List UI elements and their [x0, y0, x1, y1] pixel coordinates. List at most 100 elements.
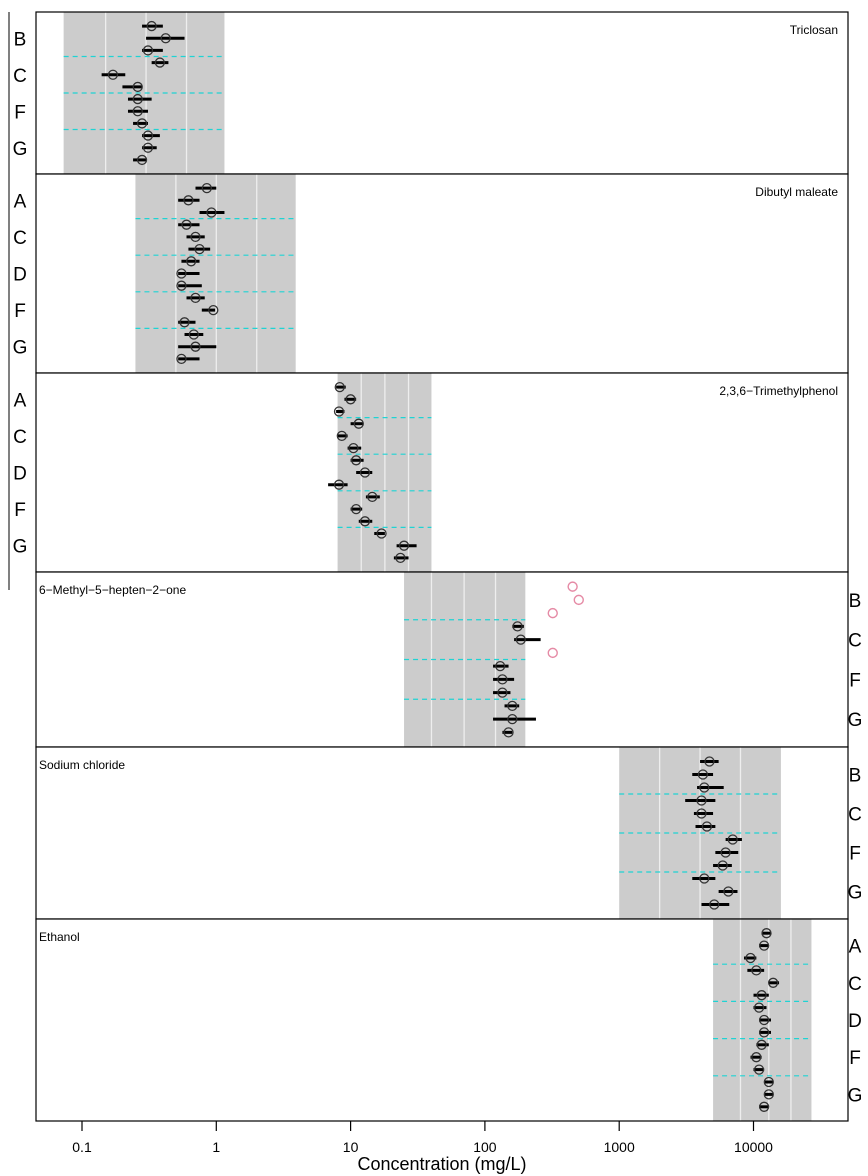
- panel-background: [36, 373, 848, 572]
- group-label: D: [848, 1011, 862, 1032]
- outlier-point: [547, 607, 558, 619]
- data-point: [183, 195, 194, 206]
- group-label: A: [14, 191, 27, 212]
- data-point: [359, 467, 371, 478]
- panel-title: Dibutyl maleate: [755, 185, 838, 199]
- data-point: [333, 406, 345, 417]
- group-label: C: [13, 427, 27, 448]
- group-label: G: [848, 883, 863, 904]
- data-point: [142, 130, 154, 141]
- group-label: C: [848, 974, 862, 995]
- group-label: F: [849, 670, 861, 691]
- data-point: [334, 381, 345, 393]
- data-point: [351, 455, 362, 466]
- x-axis-label: Concentration (mg/L): [357, 1154, 526, 1174]
- data-point: [758, 940, 770, 951]
- data-point: [717, 860, 728, 871]
- panel-title: Triclosan: [790, 23, 838, 37]
- panel-title: Sodium chloride: [39, 758, 125, 772]
- group-label: G: [13, 537, 28, 558]
- data-point: [179, 317, 190, 328]
- data-point: [507, 700, 518, 712]
- data-point: [756, 1039, 767, 1050]
- data-point: [190, 341, 201, 352]
- data-point: [699, 873, 710, 884]
- x-tick-label: 10: [343, 1139, 359, 1155]
- shaded-range: [135, 174, 296, 373]
- data-point: [507, 713, 518, 725]
- data-point: [515, 634, 526, 645]
- data-point: [194, 243, 205, 255]
- outlier-point: [567, 581, 578, 592]
- group-label: F: [14, 500, 26, 521]
- data-point: [503, 727, 514, 738]
- data-point: [376, 528, 387, 539]
- data-point: [758, 1101, 770, 1112]
- group-label: G: [848, 1085, 863, 1106]
- panel-title: Ethanol: [39, 930, 80, 944]
- data-point: [186, 256, 197, 267]
- x-tick-label: 10000: [734, 1139, 773, 1155]
- group-label: C: [13, 66, 27, 87]
- data-point: [704, 756, 715, 767]
- data-point: [745, 952, 756, 964]
- data-point: [132, 93, 143, 105]
- data-point: [701, 821, 713, 832]
- data-point: [146, 20, 157, 32]
- data-point: [348, 442, 359, 454]
- data-point: [697, 769, 709, 780]
- data-point: [497, 674, 508, 685]
- group-label: A: [849, 937, 862, 958]
- group-label: C: [848, 805, 862, 826]
- data-point: [333, 479, 345, 490]
- group-label: B: [849, 766, 862, 787]
- data-point: [723, 886, 734, 897]
- group-label: F: [849, 844, 861, 865]
- data-point: [753, 1064, 765, 1075]
- data-point: [395, 552, 406, 564]
- group-label: G: [13, 139, 28, 160]
- data-point: [160, 33, 171, 44]
- panel-title: 6−Methyl−5−hepten−2−one: [39, 583, 186, 597]
- group-label: G: [13, 338, 28, 359]
- data-point: [353, 418, 364, 429]
- data-point: [181, 219, 192, 230]
- data-point: [758, 1014, 770, 1026]
- data-point: [176, 353, 187, 365]
- data-point: [142, 142, 154, 153]
- group-label: F: [14, 102, 26, 123]
- data-point: [188, 329, 199, 340]
- panel-title: 2,3,6−Trimethylphenol: [719, 384, 838, 398]
- outlier-point: [547, 647, 558, 659]
- data-point: [359, 516, 371, 527]
- data-point: [699, 782, 710, 793]
- data-point: [208, 304, 219, 316]
- data-point: [154, 57, 166, 68]
- group-label: F: [14, 301, 26, 322]
- data-point: [758, 1027, 770, 1038]
- panel-background: [36, 919, 848, 1121]
- data-point: [367, 491, 378, 503]
- data-point: [756, 990, 767, 1001]
- group-label: D: [13, 265, 27, 286]
- x-axis: 0.1 1 10 100 1000 10000: [72, 1121, 773, 1155]
- data-point: [727, 834, 738, 845]
- data-point: [345, 394, 356, 405]
- data-point: [201, 182, 212, 194]
- x-tick-label: 0.1: [72, 1139, 92, 1155]
- outlier-point: [573, 594, 584, 606]
- data-point: [136, 118, 148, 129]
- group-label: C: [848, 631, 862, 652]
- data-point: [497, 687, 508, 698]
- data-point: [512, 621, 523, 632]
- data-point: [696, 795, 707, 806]
- data-point: [176, 268, 187, 279]
- data-point: [720, 847, 731, 858]
